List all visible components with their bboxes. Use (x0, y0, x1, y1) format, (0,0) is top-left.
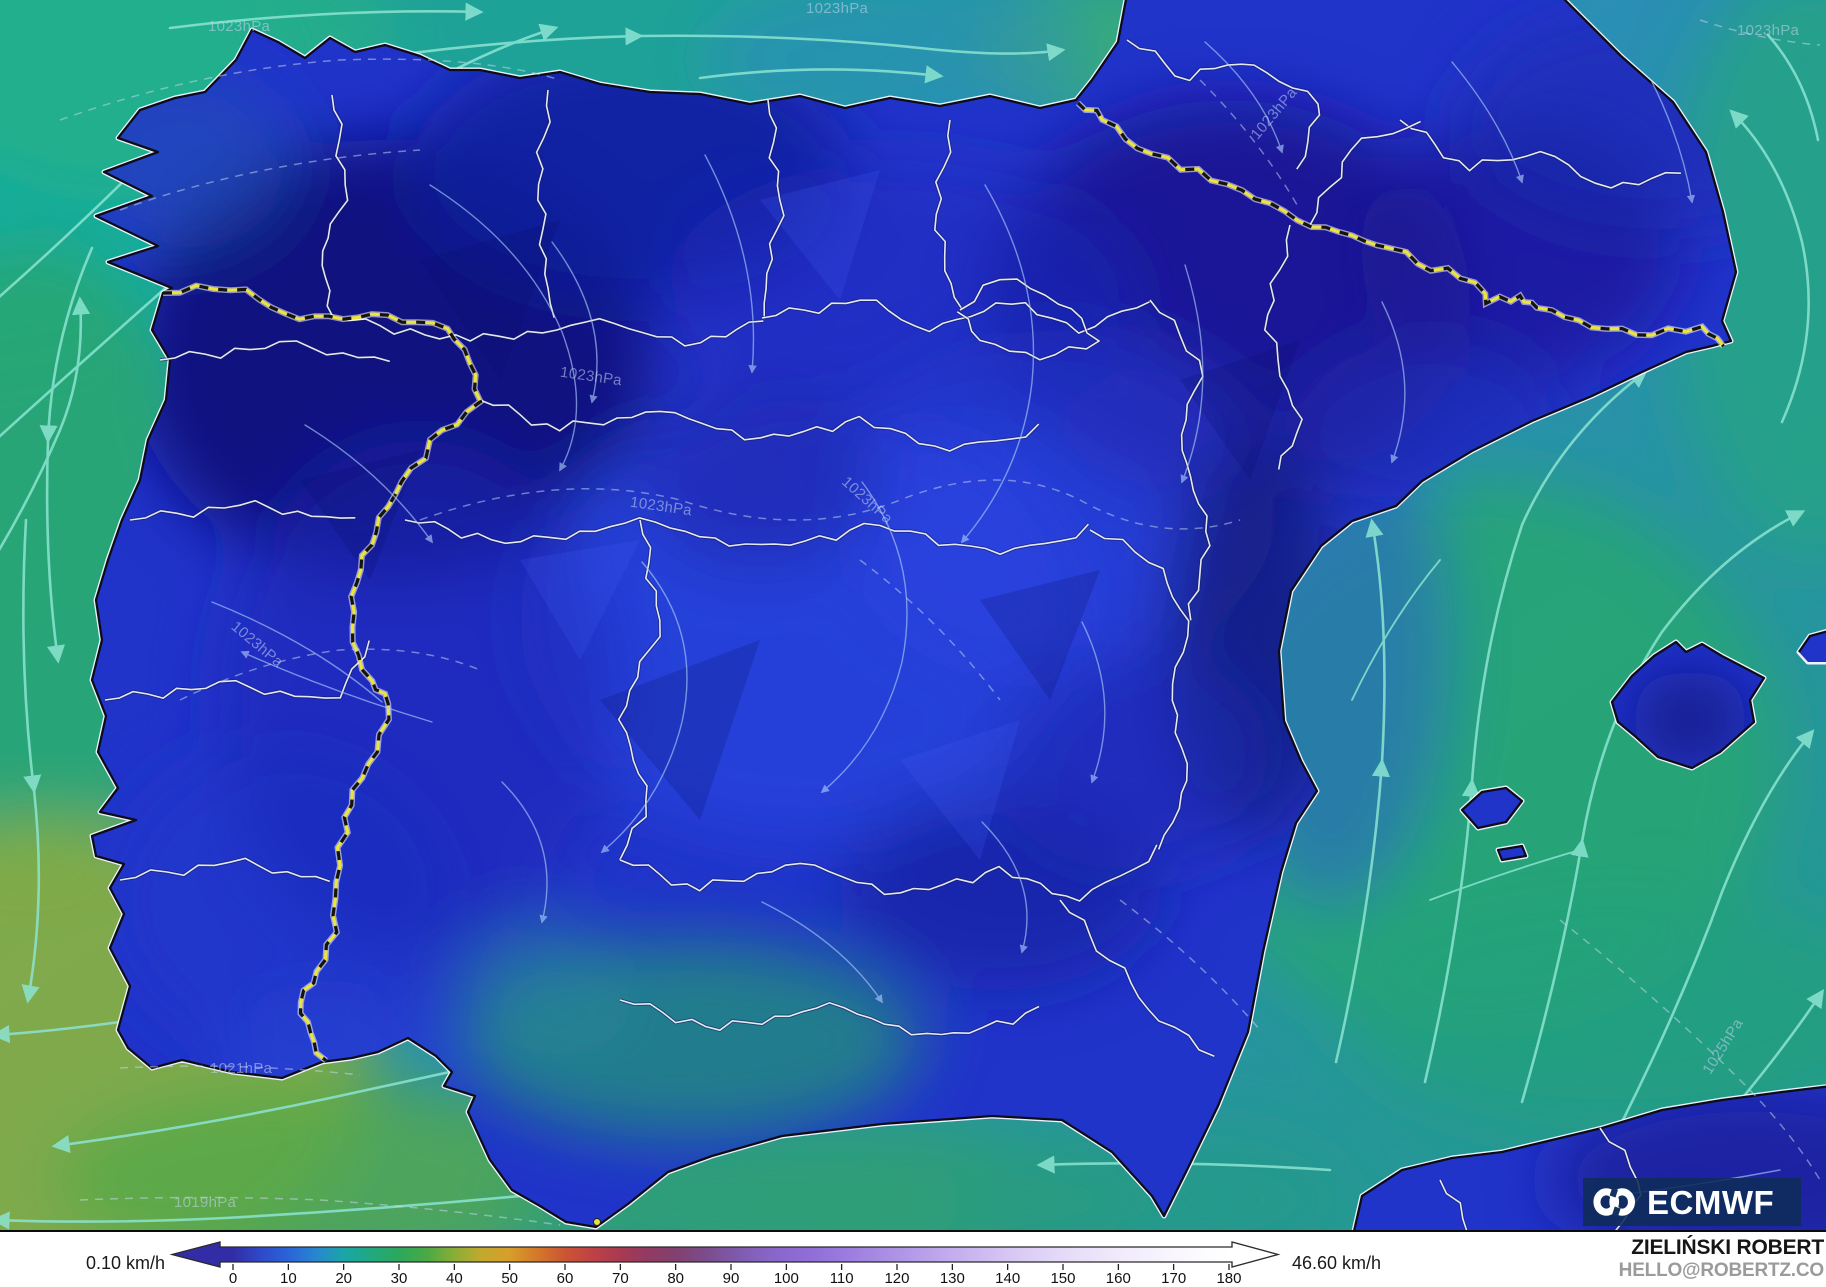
svg-text:140: 140 (995, 1270, 1020, 1287)
svg-text:0: 0 (229, 1270, 237, 1287)
svg-text:10: 10 (280, 1270, 297, 1287)
attribution: ZIELIŃSKI ROBERT HELLO@ROBERTZ.CO (1618, 1236, 1825, 1282)
ecmwf-logo-text: ECMWF (1647, 1183, 1775, 1221)
svg-text:40: 40 (446, 1270, 463, 1287)
legend-bar: 0 10 20 30 40 50 60 70 80 90 100 110 120 130 140 150 160… (0, 1232, 1826, 1287)
svg-text:130: 130 (940, 1270, 965, 1287)
svg-text:180: 180 (1216, 1270, 1241, 1287)
svg-text:50: 50 (501, 1270, 518, 1287)
svg-text:150: 150 (1050, 1270, 1075, 1287)
svg-text:110: 110 (830, 1270, 854, 1287)
attribution-name: ZIELIŃSKI ROBERT (1631, 1236, 1824, 1259)
svg-text:60: 60 (557, 1270, 574, 1287)
svg-text:170: 170 (1161, 1270, 1186, 1287)
isobar-lines (59, 19, 1821, 1226)
svg-text:100: 100 (774, 1270, 799, 1287)
map-canvas (0, 0, 1826, 1230)
svg-text:20: 20 (335, 1270, 352, 1287)
country-borders (162, 100, 1726, 1063)
svg-text:120: 120 (884, 1270, 909, 1287)
gibraltar-marker (593, 1218, 601, 1226)
wind-speed-colorbar: 0 10 20 30 40 50 60 70 80 90 100 110 120 130 140 150 160… (169, 1241, 1281, 1287)
attribution-email: HELLO@ROBERTZ.CO (1618, 1260, 1825, 1282)
ecmwf-logo-icon (1593, 1187, 1636, 1217)
svg-text:160: 160 (1106, 1270, 1131, 1287)
weather-map[interactable]: 1023hPa 1023hPa 1023hPa 1023hPa 1023hPa … (0, 0, 1826, 1232)
svg-text:90: 90 (723, 1270, 740, 1287)
ecmwf-watermark: ECMWF (1583, 1178, 1801, 1226)
svg-text:30: 30 (391, 1270, 408, 1287)
legend-min-label: 0.10 km/h (86, 1253, 166, 1273)
svg-text:80: 80 (667, 1270, 684, 1287)
land-streamlines (211, 41, 1781, 1199)
region-borders (104, 38, 1681, 1230)
svg-text:70: 70 (612, 1270, 629, 1287)
legend-max-label: 46.60 km/h (1292, 1253, 1382, 1273)
